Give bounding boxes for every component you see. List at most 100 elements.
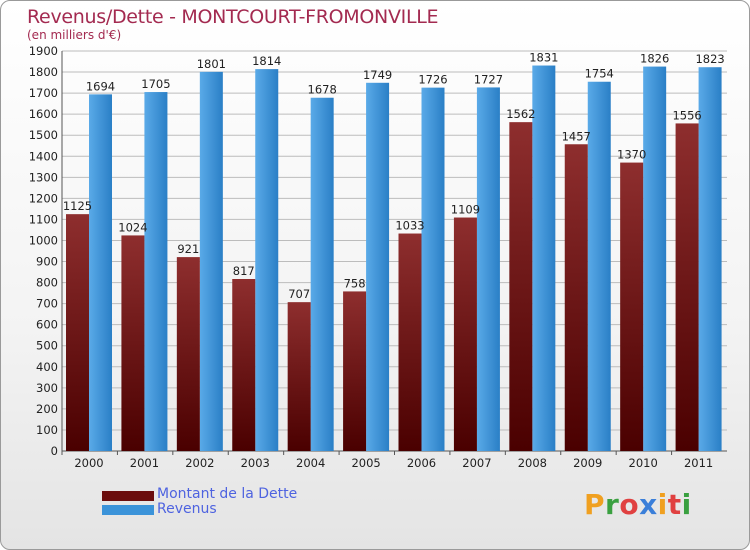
- y-tick-label: 1400: [29, 149, 58, 163]
- data-label-revenus: 1826: [640, 52, 669, 66]
- data-label-revenus: 1823: [695, 52, 724, 66]
- y-tick-label: 400: [36, 360, 58, 374]
- data-label-dette: 1109: [451, 203, 480, 217]
- y-tick-label: 700: [36, 297, 58, 311]
- data-label-dette: 1370: [617, 148, 646, 162]
- bar-dette: [343, 291, 367, 451]
- data-label-revenus: 1678: [308, 83, 337, 97]
- bar-dette: [232, 279, 256, 451]
- data-label-revenus: 1754: [585, 67, 614, 81]
- logo-letter: o: [619, 488, 640, 521]
- bar-dette: [398, 233, 422, 451]
- bar-revenus: [421, 87, 445, 451]
- bar-revenus: [144, 92, 168, 451]
- x-tick-label: 2004: [296, 456, 325, 470]
- x-tick-label: 2006: [407, 456, 436, 470]
- bar-dette: [176, 257, 200, 451]
- y-tick-label: 1300: [29, 170, 58, 184]
- data-label-dette: 1024: [118, 220, 147, 234]
- grid-lines: [62, 50, 727, 452]
- data-label-revenus: 1831: [529, 51, 558, 65]
- y-tick-label: 1200: [29, 191, 58, 205]
- bar-dette: [287, 302, 311, 451]
- axes: 0 100 200 300 400 500 600 700 800 900 1000 1100 1200…: [29, 44, 727, 470]
- y-tick-label: 600: [36, 318, 58, 332]
- data-label-revenus: 1705: [141, 77, 170, 91]
- y-tick-label: 1100: [29, 212, 58, 226]
- data-label-revenus: 1727: [474, 72, 503, 86]
- x-tick-label: 2010: [629, 456, 658, 470]
- y-tick-label: 1700: [29, 86, 58, 100]
- data-label-revenus: 1801: [197, 57, 226, 71]
- bar-dette: [620, 162, 644, 451]
- data-label-dette: 1125: [63, 199, 92, 213]
- bar-revenus: [698, 67, 722, 452]
- data-label-revenus: 1726: [418, 73, 447, 87]
- data-labels: 1694 1125 1705 1024 1801 921 1814 817 1678 707 174…: [63, 51, 725, 302]
- y-tick-label: 1600: [29, 107, 58, 121]
- bar-revenus: [255, 69, 279, 452]
- y-tick-label: 1000: [29, 233, 58, 247]
- x-tick-label: 2008: [518, 456, 547, 470]
- data-label-revenus: 1814: [252, 54, 281, 68]
- bars: [66, 65, 722, 452]
- logo-letter: t: [667, 488, 682, 521]
- bar-revenus: [199, 71, 223, 451]
- legend-swatch-revenus: [102, 505, 154, 515]
- bar-revenus: [89, 94, 112, 452]
- x-tick-label: 2005: [351, 456, 380, 470]
- x-tick-label: 2011: [684, 456, 713, 470]
- data-label-dette: 1556: [672, 108, 701, 122]
- chart-subtitle: (en milliers d'€): [27, 28, 122, 42]
- y-tick-label: 300: [36, 381, 58, 395]
- y-tick-label: 900: [36, 255, 58, 269]
- legend-label-revenus: Revenus: [157, 501, 217, 517]
- y-tick-label: 1900: [29, 44, 58, 58]
- x-tick-label: 2009: [573, 456, 602, 470]
- y-tick-label: 1800: [29, 65, 58, 79]
- data-label-dette: 1562: [506, 107, 535, 121]
- data-label-dette: 1457: [562, 129, 591, 143]
- x-tick-label: 2000: [74, 456, 103, 470]
- logo-letter: x: [639, 488, 658, 521]
- bar-dette: [509, 122, 533, 451]
- bar-revenus: [366, 82, 390, 451]
- y-tick-label: 1500: [29, 128, 58, 142]
- legend-swatch-dette: [102, 491, 154, 501]
- data-label-dette: 817: [233, 264, 255, 278]
- x-tick-label: 2001: [130, 456, 159, 470]
- x-tick-label: 2003: [241, 456, 270, 470]
- data-label-revenus: 1694: [86, 79, 115, 93]
- y-tick-label: 200: [36, 402, 58, 416]
- logo-letter: P: [584, 488, 606, 521]
- bar-revenus: [532, 65, 556, 452]
- y-tick-label: 100: [36, 423, 58, 437]
- logo-letter: i: [681, 488, 692, 521]
- chart-title: Revenus/Dette - MONTCOURT-FROMONVILLE: [27, 6, 439, 28]
- y-tick-label: 800: [36, 276, 58, 290]
- bar-dette: [564, 144, 588, 451]
- data-label-dette: 921: [177, 242, 199, 256]
- y-tick-label: 500: [36, 339, 58, 353]
- bar-dette: [121, 235, 145, 451]
- data-label-revenus: 1749: [363, 68, 392, 82]
- bar-dette: [675, 123, 699, 451]
- proxiti-logo: Proxiti: [584, 488, 692, 521]
- bar-dette: [453, 217, 477, 451]
- data-label-dette: 1033: [395, 219, 424, 233]
- logo-letter: r: [605, 488, 620, 521]
- legend-label-dette: Montant de la Dette: [157, 486, 298, 502]
- bar-revenus: [643, 66, 667, 451]
- bar-revenus: [476, 87, 500, 451]
- x-tick-label: 2002: [185, 456, 214, 470]
- y-tick-label: 0: [51, 444, 58, 458]
- bar-revenus: [587, 81, 611, 451]
- logo-letter: i: [657, 488, 668, 521]
- data-label-dette: 758: [344, 276, 366, 290]
- data-label-dette: 707: [288, 287, 310, 301]
- bar-revenus: [310, 97, 334, 451]
- bar-dette: [66, 214, 89, 451]
- x-tick-label: 2007: [462, 456, 491, 470]
